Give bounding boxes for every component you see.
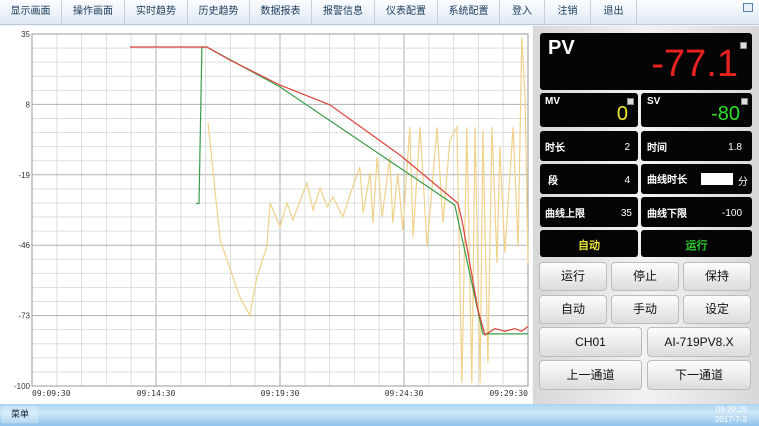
menu-item-4[interactable]: 数据报表	[250, 0, 312, 24]
duration-label: 时长	[545, 143, 565, 154]
pv-series-line	[130, 46, 529, 336]
mode-status: 自动	[540, 230, 638, 257]
mv-series-line	[207, 37, 529, 383]
duration-value: 2	[624, 142, 630, 153]
sv-value: -80	[711, 103, 740, 125]
y-tick-label: -100	[14, 382, 31, 391]
menu-item-2[interactable]: 实时趋势	[125, 0, 188, 24]
y-tick-label: 35	[21, 30, 30, 39]
curve-duration-input[interactable]	[701, 173, 733, 185]
x-tick-label: 09:29:30	[489, 389, 528, 398]
curve-upper-value: 35	[620, 208, 632, 219]
curve-lower-label: 曲线下限	[647, 209, 687, 220]
curve-duration-display: 曲线时长 分	[641, 164, 752, 194]
x-tick-label: 09:09:30	[32, 389, 71, 398]
menu-bar: 显示画面 操作画面 实时趋势 历史趋势 数据报表 报警信息 仪表配置 系统配置 登入 注销 退出	[0, 0, 759, 25]
menu-item-10[interactable]: 退出	[591, 0, 637, 24]
curve-duration-label: 曲线时长	[647, 175, 687, 186]
y-tick-label: 8	[26, 100, 31, 109]
stop-button[interactable]: 停止	[611, 262, 679, 291]
x-tick-label: 09:14:30	[137, 389, 176, 398]
menu-item-3[interactable]: 历史趋势	[188, 0, 250, 24]
manual-button[interactable]: 手动	[611, 295, 679, 324]
segment-value: 4	[624, 175, 630, 186]
mv-label: MV	[545, 96, 560, 107]
segment-label: 段	[548, 176, 558, 187]
pv-value: -77.1	[651, 43, 738, 85]
menu-item-0[interactable]: 显示画面	[0, 0, 62, 24]
control-panel: PV -77.1 MV 0 SV -80 时长 2 时间 1.8 段 4 曲线时…	[533, 26, 759, 404]
channel-button[interactable]: CH01	[539, 327, 642, 357]
y-tick-label: -46	[18, 241, 30, 250]
menu-item-5[interactable]: 报警信息	[312, 0, 375, 24]
window-icon[interactable]	[743, 3, 753, 12]
pv-display: PV -77.1	[540, 33, 752, 90]
sv-label: SV	[647, 96, 661, 107]
curve-lower-display: 曲线下限 -100	[641, 197, 752, 227]
x-tick-label: 09:24:30	[385, 389, 424, 398]
menu-item-1[interactable]: 操作画面	[62, 0, 125, 24]
mv-checkbox[interactable]	[627, 98, 634, 105]
menu-item-6[interactable]: 仪表配置	[375, 0, 438, 24]
pv-label: PV	[548, 37, 575, 59]
time-label: 时间	[647, 143, 667, 154]
sv-checkbox[interactable]	[741, 98, 748, 105]
time-value: 1.8	[728, 142, 742, 153]
menu-item-9[interactable]: 注销	[545, 0, 591, 24]
curve-duration-unit: 分	[738, 177, 748, 188]
set-button[interactable]: 设定	[683, 295, 751, 324]
taskbar: 菜单 09:29:29 2017-7-3	[0, 404, 759, 426]
auto-button[interactable]: 自动	[539, 295, 607, 324]
next-channel-button[interactable]: 下一通道	[647, 360, 751, 390]
trend-chart: 35 8 -19 -46 -73 -100 09:09:30 09:14:30 09:19:30…	[0, 26, 532, 404]
hold-button[interactable]: 保持	[683, 262, 751, 291]
segment-display: 段 4	[540, 164, 638, 194]
model-button[interactable]: AI-719PV8.X	[647, 327, 751, 357]
menu-item-8[interactable]: 登入	[500, 0, 545, 24]
mode-status-text: 自动	[578, 240, 600, 252]
prev-channel-button[interactable]: 上一通道	[539, 360, 642, 390]
run-button[interactable]: 运行	[539, 262, 607, 291]
start-menu-button[interactable]: 菜单	[2, 406, 38, 423]
mv-value: 0	[616, 103, 628, 125]
duration-display: 时长 2	[540, 131, 638, 161]
sv-display: SV -80	[641, 93, 752, 127]
menu-item-7[interactable]: 系统配置	[438, 0, 500, 24]
run-status-text: 运行	[685, 240, 708, 252]
plot-border	[31, 33, 529, 387]
x-tick-label: 09:19:30	[261, 389, 300, 398]
y-tick-label: -19	[18, 171, 30, 180]
time-display: 时间 1.8	[641, 131, 752, 161]
pv-checkbox[interactable]	[740, 42, 747, 49]
curve-lower-value: -100	[721, 208, 742, 219]
curve-upper-label: 曲线上限	[545, 209, 585, 220]
run-status: 运行	[641, 230, 752, 257]
clock-date: 2017-7-3	[714, 415, 747, 424]
curve-upper-display: 曲线上限 35	[540, 197, 638, 227]
mv-display: MV 0	[540, 93, 638, 127]
clock-time: 09:29:29	[715, 405, 747, 414]
y-tick-label: -73	[18, 312, 30, 321]
